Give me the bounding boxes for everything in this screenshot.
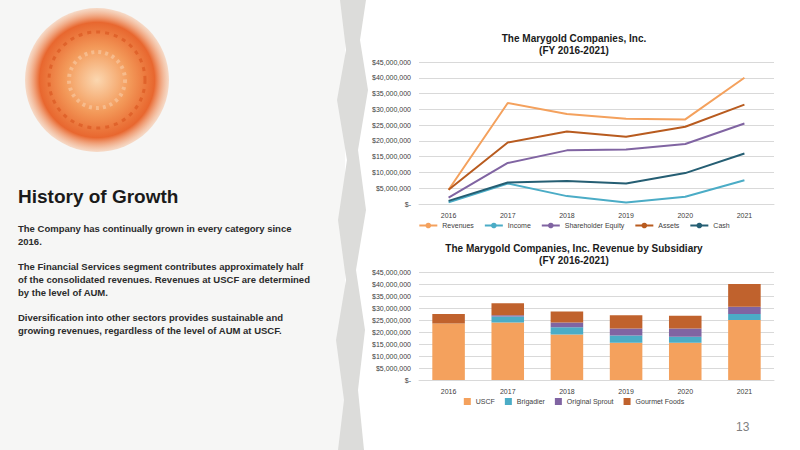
- svg-text:$40,000,000: $40,000,000: [372, 281, 411, 288]
- svg-text:2021: 2021: [737, 388, 753, 395]
- svg-text:$20,000,000: $20,000,000: [372, 137, 411, 144]
- svg-text:2021: 2021: [737, 212, 753, 219]
- svg-text:$10,000,000: $10,000,000: [372, 169, 411, 176]
- svg-text:Cash: Cash: [713, 222, 729, 229]
- svg-text:Assets: Assets: [658, 222, 680, 229]
- svg-text:$15,000,000: $15,000,000: [372, 153, 411, 160]
- svg-text:Gourmet Foods: Gourmet Foods: [636, 398, 685, 405]
- svg-text:Revenues: Revenues: [442, 222, 474, 229]
- svg-text:Original Sprout: Original Sprout: [567, 398, 614, 406]
- svg-text:$5,000,000: $5,000,000: [376, 185, 411, 192]
- svg-text:2017: 2017: [500, 212, 516, 219]
- svg-text:The Marygold Companies, Inc. R: The Marygold Companies, Inc. Revenue by …: [445, 243, 703, 254]
- svg-text:$25,000,000: $25,000,000: [372, 122, 411, 129]
- svg-text:$30,000,000: $30,000,000: [372, 106, 411, 113]
- svg-text:$35,000,000: $35,000,000: [372, 90, 411, 97]
- svg-text:2016: 2016: [441, 212, 457, 219]
- html-text:13: 13: [736, 420, 750, 434]
- svg-text:The Marygold Companies, Inc.: The Marygold Companies, Inc.: [502, 33, 647, 44]
- svg-text:$20,000,000: $20,000,000: [372, 329, 411, 336]
- svg-text:$40,000,000: $40,000,000: [372, 74, 411, 81]
- html-text:The Company has continually gr: The Company has continually grown in eve…: [18, 223, 292, 247]
- svg-text:2020: 2020: [677, 212, 693, 219]
- svg-text:2018: 2018: [559, 388, 575, 395]
- svg-text:$45,000,000: $45,000,000: [372, 269, 411, 276]
- svg-text:$25,000,000: $25,000,000: [372, 317, 411, 324]
- svg-text:$-: $-: [405, 377, 412, 384]
- svg-text:2019: 2019: [618, 212, 634, 219]
- svg-text:2016: 2016: [441, 388, 457, 395]
- svg-text:$-: $-: [405, 201, 412, 208]
- svg-text:(FY 2016-2021): (FY 2016-2021): [539, 255, 609, 266]
- svg-text:$5,000,000: $5,000,000: [376, 365, 411, 372]
- svg-text:$30,000,000: $30,000,000: [372, 305, 411, 312]
- html-text:The Financial Services segment: The Financial Services segment contribut…: [18, 261, 310, 298]
- svg-text:USCF: USCF: [476, 398, 495, 405]
- svg-text:2018: 2018: [559, 212, 575, 219]
- svg-text:$45,000,000: $45,000,000: [372, 59, 411, 66]
- html-text:History of Growth: History of Growth: [18, 186, 179, 207]
- svg-text:$15,000,000: $15,000,000: [372, 341, 411, 348]
- svg-text:Shareholder Equity: Shareholder Equity: [565, 222, 625, 230]
- svg-text:Brigadier: Brigadier: [517, 398, 546, 406]
- svg-text:(FY 2016-2021): (FY 2016-2021): [539, 45, 609, 56]
- html-text:Diversification into other sec: Diversification into other sectors provi…: [18, 312, 283, 336]
- svg-text:$35,000,000: $35,000,000: [372, 293, 411, 300]
- svg-text:2017: 2017: [500, 388, 516, 395]
- svg-text:Income: Income: [508, 222, 531, 229]
- svg-text:2020: 2020: [677, 388, 693, 395]
- svg-text:$10,000,000: $10,000,000: [372, 353, 411, 360]
- svg-text:2019: 2019: [618, 388, 634, 395]
